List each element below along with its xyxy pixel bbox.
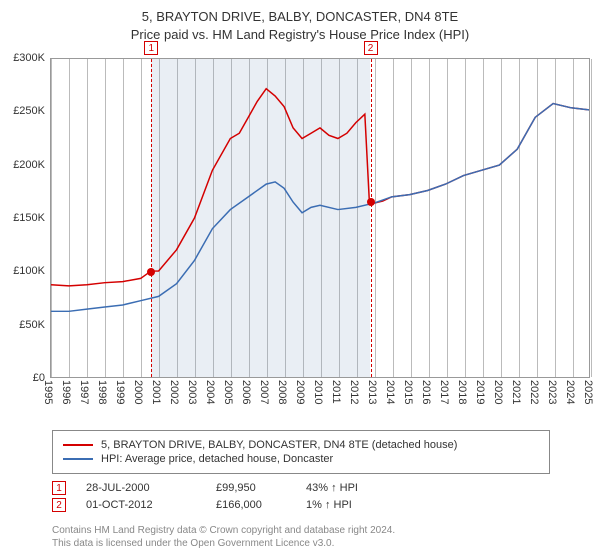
title-line2: Price paid vs. HM Land Registry's House … bbox=[0, 26, 600, 44]
title-line1: 5, BRAYTON DRIVE, BALBY, DONCASTER, DN4 … bbox=[0, 8, 600, 26]
event-marker-2 bbox=[367, 198, 375, 206]
legend-swatch bbox=[63, 458, 93, 460]
events-table: 1 28-JUL-2000£99,95043% ↑ HPI 2 01-OCT-2012… bbox=[52, 478, 416, 515]
xtick-label: 1998 bbox=[96, 380, 108, 404]
xtick-label: 2007 bbox=[258, 380, 270, 404]
xtick-label: 1997 bbox=[78, 380, 90, 404]
event-line-2 bbox=[371, 59, 372, 377]
legend-item: 5, BRAYTON DRIVE, BALBY, DONCASTER, DN4 … bbox=[63, 439, 539, 451]
xtick-label: 2012 bbox=[348, 380, 360, 404]
ytick-label: £250K bbox=[13, 105, 45, 117]
footnote-line2: This data is licensed under the Open Gov… bbox=[52, 537, 395, 550]
legend: 5, BRAYTON DRIVE, BALBY, DONCASTER, DN4 … bbox=[52, 430, 550, 474]
event-pct: 43% ↑ HPI bbox=[306, 482, 416, 494]
event-date: 01-OCT-2012 bbox=[86, 499, 216, 511]
event-table-row: 1 28-JUL-2000£99,95043% ↑ HPI bbox=[52, 481, 416, 495]
event-table-row: 2 01-OCT-2012£166,0001% ↑ HPI bbox=[52, 498, 416, 512]
legend-label: 5, BRAYTON DRIVE, BALBY, DONCASTER, DN4 … bbox=[101, 439, 457, 451]
xtick-label: 2025 bbox=[582, 380, 594, 404]
legend-swatch bbox=[63, 444, 93, 446]
event-box-1: 1 bbox=[144, 41, 158, 55]
xtick-label: 2004 bbox=[204, 380, 216, 404]
ytick-label: £0 bbox=[33, 372, 45, 384]
legend-item: HPI: Average price, detached house, Donc… bbox=[63, 453, 539, 465]
xtick-label: 2001 bbox=[150, 380, 162, 404]
ytick-label: £300K bbox=[13, 52, 45, 64]
series-price_paid bbox=[51, 89, 589, 286]
xtick-label: 2006 bbox=[240, 380, 252, 404]
xtick-label: 2005 bbox=[222, 380, 234, 404]
line-series-svg bbox=[51, 59, 589, 377]
event-marker-1 bbox=[147, 268, 155, 276]
ytick-label: £150K bbox=[13, 212, 45, 224]
xtick-label: 2002 bbox=[168, 380, 180, 404]
event-price: £99,950 bbox=[216, 482, 306, 494]
xtick-label: 2021 bbox=[510, 380, 522, 404]
event-pct: 1% ↑ HPI bbox=[306, 499, 416, 511]
event-date: 28-JUL-2000 bbox=[86, 482, 216, 494]
chart-container: 5, BRAYTON DRIVE, BALBY, DONCASTER, DN4 … bbox=[0, 0, 600, 560]
xtick-label: 2020 bbox=[492, 380, 504, 404]
ytick-label: £100K bbox=[13, 265, 45, 277]
chart-area: 12 1995199619971998199920002001200220032… bbox=[0, 48, 600, 418]
gridline-v bbox=[591, 59, 592, 377]
ytick-label: £50K bbox=[19, 319, 45, 331]
xtick-label: 2011 bbox=[330, 380, 342, 404]
xtick-label: 2013 bbox=[366, 380, 378, 404]
plot-area: 12 bbox=[50, 58, 590, 378]
xtick-label: 2017 bbox=[438, 380, 450, 404]
event-line-1 bbox=[151, 59, 152, 377]
xtick-label: 1996 bbox=[60, 380, 72, 404]
xtick-label: 2010 bbox=[312, 380, 324, 404]
ytick-label: £200K bbox=[13, 159, 45, 171]
event-table-marker: 1 bbox=[52, 481, 66, 495]
xtick-label: 2024 bbox=[564, 380, 576, 404]
xtick-label: 2022 bbox=[528, 380, 540, 404]
event-price: £166,000 bbox=[216, 499, 306, 511]
event-box-2: 2 bbox=[364, 41, 378, 55]
xtick-label: 2003 bbox=[186, 380, 198, 404]
footnote: Contains HM Land Registry data © Crown c… bbox=[52, 524, 395, 550]
event-table-marker: 2 bbox=[52, 498, 66, 512]
xtick-label: 1999 bbox=[114, 380, 126, 404]
xtick-label: 2019 bbox=[474, 380, 486, 404]
xtick-label: 2009 bbox=[294, 380, 306, 404]
xtick-label: 2015 bbox=[402, 380, 414, 404]
xtick-label: 2018 bbox=[456, 380, 468, 404]
xtick-label: 2014 bbox=[384, 380, 396, 404]
xtick-label: 2008 bbox=[276, 380, 288, 404]
footnote-line1: Contains HM Land Registry data © Crown c… bbox=[52, 524, 395, 537]
xtick-label: 2016 bbox=[420, 380, 432, 404]
xtick-label: 2000 bbox=[132, 380, 144, 404]
chart-title: 5, BRAYTON DRIVE, BALBY, DONCASTER, DN4 … bbox=[0, 0, 600, 44]
legend-label: HPI: Average price, detached house, Donc… bbox=[101, 453, 333, 465]
xtick-label: 2023 bbox=[546, 380, 558, 404]
